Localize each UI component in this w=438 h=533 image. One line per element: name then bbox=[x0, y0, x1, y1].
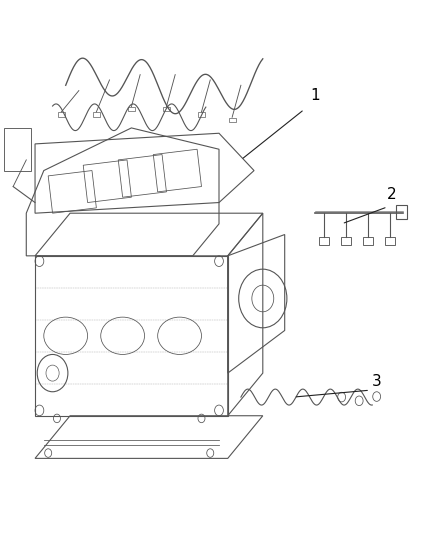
Text: 2: 2 bbox=[387, 187, 397, 202]
Text: 3: 3 bbox=[372, 374, 381, 389]
Bar bbox=[198, 112, 205, 117]
Bar bbox=[341, 237, 351, 245]
Bar bbox=[319, 237, 329, 245]
Bar bbox=[128, 107, 135, 111]
Text: 1: 1 bbox=[311, 88, 320, 103]
Bar bbox=[58, 112, 65, 117]
Bar bbox=[363, 237, 373, 245]
Bar bbox=[93, 112, 100, 117]
Bar bbox=[229, 118, 236, 122]
Bar bbox=[396, 205, 407, 219]
Bar bbox=[385, 237, 395, 245]
Bar bbox=[163, 107, 170, 111]
